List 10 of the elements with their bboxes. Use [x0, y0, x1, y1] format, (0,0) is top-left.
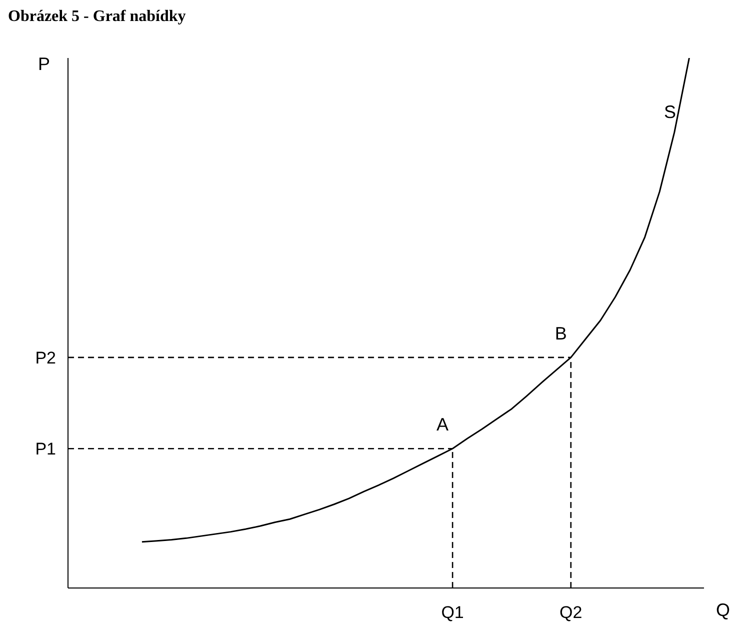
ref-line-label: P2: [35, 348, 56, 368]
x-tick-label: Q1: [441, 603, 464, 622]
x-axis-title: Q: [716, 600, 730, 620]
chart-title: Obrázek 5 - Graf nabídky: [8, 8, 187, 27]
x-tick-label: Q2: [560, 603, 582, 622]
y-axis-title: P: [38, 54, 50, 74]
annotation: B: [554, 323, 567, 344]
annotation: A: [436, 414, 449, 435]
ref-line-label: P1: [35, 440, 56, 459]
annotation: S: [664, 102, 676, 122]
